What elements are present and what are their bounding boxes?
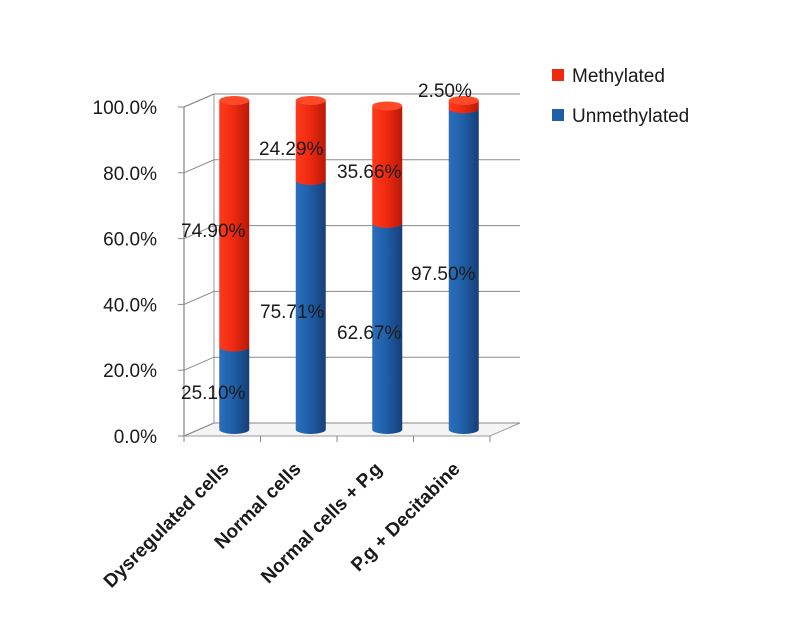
bar-unmethylated-body <box>448 108 479 434</box>
data-label-unmethylated: 25.10% <box>181 383 246 404</box>
bar-unmethylated-body <box>372 223 403 434</box>
bar-methylated-body <box>295 100 326 185</box>
gridline <box>183 159 520 174</box>
legend-label: Methylated <box>572 66 665 87</box>
data-label-methylated: 74.90% <box>181 221 246 242</box>
data-label-methylated: 2.50% <box>418 81 472 102</box>
legend-swatch <box>552 109 564 121</box>
y-tick-label: 0.0% <box>114 427 157 448</box>
data-label-unmethylated: 75.71% <box>260 302 325 323</box>
back-wall <box>214 94 520 423</box>
bar-methylated-body <box>219 100 250 352</box>
bars-layer <box>219 96 479 434</box>
y-tick-label: 60.0% <box>103 230 157 251</box>
legend: Methylated Unmethylated <box>552 66 689 127</box>
bar-methylated-cap <box>295 96 326 105</box>
legend-label: Unmethylated <box>572 106 689 127</box>
data-label-methylated: 35.66% <box>337 162 402 183</box>
data-label-unmethylated: 97.50% <box>411 264 476 285</box>
bar-methylated-cap <box>448 96 479 105</box>
gridline <box>183 93 520 108</box>
category-label: Dysregulated cells <box>100 459 234 593</box>
bar-methylated <box>448 96 479 114</box>
bar-methylated-cap <box>219 96 250 105</box>
y-tick-label: 100.0% <box>93 98 158 119</box>
bar-methylated <box>372 101 403 228</box>
data-label-methylated: 24.29% <box>259 139 324 160</box>
axes-layer <box>183 93 521 442</box>
y-tick-label: 20.0% <box>103 361 157 382</box>
bar-unmethylated-body <box>295 180 326 434</box>
data-labels-layer: 25.10% 74.90% 75.71% 24.29% 62.67% 35.66% 97.5… <box>181 81 476 404</box>
y-tick-label: 40.0% <box>103 295 157 316</box>
bar-methylated-body <box>372 105 403 228</box>
bar-unmethylated-body <box>219 346 250 434</box>
gridline <box>183 422 520 437</box>
gridline <box>183 225 520 240</box>
gridlines: 0.0% 20.0% 40.0% 60.0% 80.0% 100.0% <box>93 93 520 448</box>
data-label-unmethylated: 62.67% <box>337 323 402 344</box>
gridline <box>183 290 520 305</box>
bar-methylated-cap <box>372 101 403 111</box>
y-tick-label: 80.0% <box>103 164 157 185</box>
legend-swatch <box>552 69 564 81</box>
bar-methylated <box>219 96 250 352</box>
gridline <box>183 356 520 371</box>
bar-methylated <box>295 96 326 185</box>
